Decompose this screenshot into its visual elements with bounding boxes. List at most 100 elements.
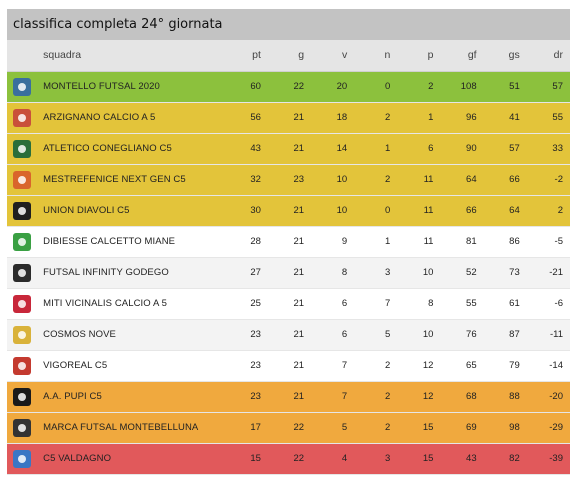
- table-row[interactable]: MONTELLO FUTSAL 2020 60 22 20 0 2 108 51 57: [7, 71, 570, 103]
- stat-v: 10: [311, 164, 355, 196]
- stat-p: 11: [397, 164, 441, 196]
- stat-n: 2: [354, 102, 398, 134]
- stat-g: 22: [267, 71, 312, 103]
- standings-title: classifica completa 24° giornata: [7, 9, 570, 40]
- stat-dr: -14: [526, 350, 570, 382]
- shield-icon: [13, 77, 31, 96]
- team-logo-cell: [7, 412, 40, 444]
- stat-gf: 52: [440, 257, 484, 289]
- table-row[interactable]: COSMOS NOVE 23 21 6 5 10 76 87 -11: [7, 319, 570, 351]
- team-name[interactable]: COSMOS NOVE: [39, 319, 225, 351]
- team-name[interactable]: MESTREFENICE NEXT GEN C5: [39, 164, 225, 196]
- cosmos-crest-icon: [13, 325, 31, 344]
- stat-v: 4: [311, 443, 355, 475]
- stat-gf: 69: [440, 412, 484, 444]
- stat-p: 1: [397, 102, 441, 134]
- stat-gf: 90: [440, 133, 484, 165]
- team-logo-cell: [7, 257, 40, 289]
- team-logo-cell: [7, 381, 40, 413]
- stat-gs: 73: [483, 257, 527, 289]
- header-pt[interactable]: pt: [224, 40, 268, 72]
- stat-dr: -39: [526, 443, 570, 475]
- stat-dr: -21: [526, 257, 570, 289]
- table-row[interactable]: VIGOREAL C5 23 21 7 2 12 65 79 -14: [7, 350, 570, 382]
- stat-n: 2: [354, 412, 398, 444]
- team-name[interactable]: VIGOREAL C5: [39, 350, 225, 382]
- stat-v: 18: [311, 102, 355, 134]
- stat-gf: 68: [440, 381, 484, 413]
- stat-gs: 41: [483, 102, 527, 134]
- team-name[interactable]: ARZIGNANO CALCIO A 5: [39, 102, 225, 134]
- stat-dr: -5: [526, 226, 570, 258]
- team-name[interactable]: FUTSAL INFINITY GODEGO: [39, 257, 225, 289]
- stat-g: 21: [267, 288, 312, 320]
- table-row[interactable]: UNION DIAVOLI C5 30 21 10 0 11 66 64 2: [7, 195, 570, 227]
- team-name[interactable]: MITI VICINALIS CALCIO A 5: [39, 288, 225, 320]
- table-row[interactable]: FUTSAL INFINITY GODEGO 27 21 8 3 10 52 73 -21: [7, 257, 570, 289]
- stat-p: 8: [397, 288, 441, 320]
- header-squadra[interactable]: squadra: [39, 40, 225, 72]
- header-logo: [7, 40, 40, 72]
- header-gf[interactable]: gf: [440, 40, 484, 72]
- stat-v: 14: [311, 133, 355, 165]
- stat-dr: -6: [526, 288, 570, 320]
- stat-dr: -11: [526, 319, 570, 351]
- header-n[interactable]: n: [354, 40, 398, 72]
- team-name[interactable]: ATLETICO CONEGLIANO C5: [39, 133, 225, 165]
- red-blue-crest-icon: [13, 356, 31, 375]
- table-row[interactable]: MESTREFENICE NEXT GEN C5 32 23 10 2 11 64 66 -2: [7, 164, 570, 196]
- stat-pt: 30: [224, 195, 268, 227]
- stat-gf: 81: [440, 226, 484, 258]
- table-row[interactable]: ATLETICO CONEGLIANO C5 43 21 14 1 6 90 57 33: [7, 133, 570, 165]
- team-name[interactable]: DIBIESSE CALCETTO MIANE: [39, 226, 225, 258]
- table-row[interactable]: A.A. PUPI C5 23 21 7 2 12 68 88 -20: [7, 381, 570, 413]
- stat-p: 10: [397, 319, 441, 351]
- table-row[interactable]: DIBIESSE CALCETTO MIANE 28 21 9 1 11 81 86 -5: [7, 226, 570, 258]
- stat-gs: 98: [483, 412, 527, 444]
- stat-n: 1: [354, 226, 398, 258]
- team-name[interactable]: UNION DIAVOLI C5: [39, 195, 225, 227]
- team-name[interactable]: C5 VALDAGNO: [39, 443, 225, 475]
- stat-v: 8: [311, 257, 355, 289]
- stat-dr: 2: [526, 195, 570, 227]
- table-row[interactable]: C5 VALDAGNO 15 22 4 3 15 43 82 -39: [7, 443, 570, 475]
- team-name[interactable]: MARCA FUTSAL MONTEBELLUNA: [39, 412, 225, 444]
- stat-gf: 43: [440, 443, 484, 475]
- header-gs[interactable]: gs: [483, 40, 527, 72]
- header-v[interactable]: v: [311, 40, 355, 72]
- stat-g: 21: [267, 319, 312, 351]
- table-row[interactable]: MARCA FUTSAL MONTEBELLUNA 17 22 5 2 15 69 98 -29: [7, 412, 570, 444]
- stat-gf: 64: [440, 164, 484, 196]
- header-p[interactable]: p: [397, 40, 441, 72]
- stat-gf: 96: [440, 102, 484, 134]
- stat-g: 21: [267, 133, 312, 165]
- stat-p: 15: [397, 443, 441, 475]
- stat-gs: 86: [483, 226, 527, 258]
- header-dr[interactable]: dr: [526, 40, 570, 72]
- team-logo-cell: [7, 195, 40, 227]
- header-g[interactable]: g: [267, 40, 312, 72]
- stat-pt: 28: [224, 226, 268, 258]
- stat-g: 22: [267, 443, 312, 475]
- table-row[interactable]: ARZIGNANO CALCIO A 5 56 21 18 2 1 96 41 55: [7, 102, 570, 134]
- stat-pt: 25: [224, 288, 268, 320]
- team-name[interactable]: MONTELLO FUTSAL 2020: [39, 71, 225, 103]
- stat-g: 21: [267, 195, 312, 227]
- table-row[interactable]: MITI VICINALIS CALCIO A 5 25 21 6 7 8 55 61 -6: [7, 288, 570, 320]
- stat-pt: 56: [224, 102, 268, 134]
- stat-v: 7: [311, 350, 355, 382]
- stat-p: 2: [397, 71, 441, 103]
- stat-n: 5: [354, 319, 398, 351]
- stat-n: 2: [354, 350, 398, 382]
- stat-n: 7: [354, 288, 398, 320]
- stat-n: 2: [354, 164, 398, 196]
- stat-n: 1: [354, 133, 398, 165]
- team-name[interactable]: A.A. PUPI C5: [39, 381, 225, 413]
- stat-pt: 17: [224, 412, 268, 444]
- stat-g: 21: [267, 102, 312, 134]
- team-logo-cell: [7, 71, 40, 103]
- stat-pt: 27: [224, 257, 268, 289]
- black-crest-icon: [13, 387, 31, 406]
- team-logo-cell: [7, 133, 40, 165]
- team-logo-cell: [7, 226, 40, 258]
